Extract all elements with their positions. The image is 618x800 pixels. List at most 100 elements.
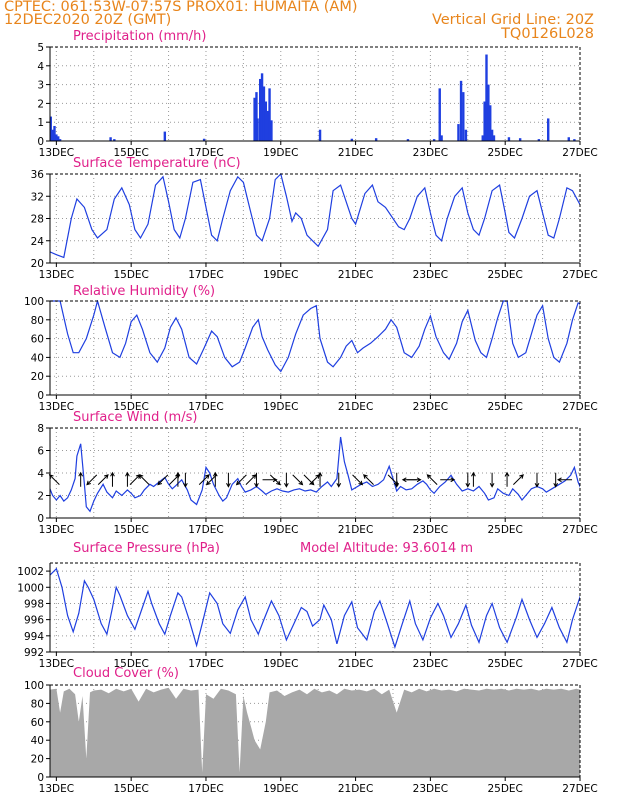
- wind-arrow: [363, 474, 374, 486]
- cloud-x-tick-label: 13DEC: [39, 783, 74, 795]
- temp-y-tick-label: 32: [31, 191, 44, 203]
- pressure-y-tick-label: 996: [24, 615, 44, 627]
- temp-x-tick-label: 19DEC: [263, 269, 298, 281]
- temp-x-tick-label: 21DEC: [338, 269, 373, 281]
- precip-y-tick-label: 5: [37, 42, 44, 54]
- cloud-x-tick-label: 17DEC: [188, 783, 223, 795]
- pressure-panel: Surface Pressure (hPa) Model Altitude: 93…: [17, 541, 597, 670]
- pressure-annotation: Model Altitude: 93.6014 m: [300, 541, 473, 556]
- wind-x-tick-label: 13DEC: [39, 524, 74, 536]
- wind-arrow: [226, 472, 231, 488]
- rh-x-tick-label: 25DEC: [487, 401, 522, 413]
- temp-y-tick-label: 24: [31, 236, 45, 248]
- pressure-y-tick-label: 1002: [17, 566, 44, 578]
- rh-y-tick-label: 60: [31, 334, 44, 346]
- pressure-x-tick-label: 27DEC: [562, 658, 597, 670]
- temp-x-tick-label: 15DEC: [113, 269, 148, 281]
- wind-arrow: [317, 471, 323, 487]
- precip-bar: [57, 136, 60, 141]
- precip-bar: [489, 105, 492, 141]
- pressure-x-tick-label: 17DEC: [188, 658, 223, 670]
- wind-arrow: [245, 474, 257, 486]
- wind-arrow: [235, 474, 247, 486]
- temp-line: [50, 173, 580, 259]
- cloud-y-tick-label: 100: [24, 680, 44, 692]
- precip-bar: [464, 129, 468, 141]
- wind-y-tick-label: 8: [37, 423, 44, 435]
- date-label: 12DEC2020 20Z (GMT): [4, 12, 172, 28]
- wind-arrow: [48, 474, 60, 486]
- precip-title: Precipitation (mm/h): [73, 29, 206, 44]
- precip-bar: [459, 80, 463, 141]
- rh-x-tick-label: 13DEC: [39, 401, 74, 413]
- precip-bar: [163, 131, 167, 141]
- cloud-panel: Cloud Cover (%) 0 20 40 60 80 100 13DEC 15DEC 17D…: [24, 666, 598, 795]
- wind-arrow: [352, 474, 364, 486]
- wind-arrows: [48, 471, 573, 488]
- precip-bar: [255, 92, 258, 141]
- precip-x-tick-label: 21DEC: [338, 147, 373, 159]
- temp-x-tick-label: 23DEC: [413, 269, 448, 281]
- rh-y-tick-label: 40: [31, 352, 44, 364]
- model-code-label: TQ0126L028: [501, 26, 594, 42]
- wind-y-tick-label: 6: [37, 446, 44, 458]
- pressure-y-tick-label: 1000: [17, 582, 44, 594]
- wind-arrow: [489, 472, 495, 488]
- wind-x-tick-label: 25DEC: [487, 524, 522, 536]
- cloud-y-tick-label: 60: [31, 717, 44, 729]
- precip-bar: [264, 101, 268, 141]
- precip-bar: [58, 139, 62, 141]
- rh-title: Relative Humidity (%): [73, 284, 215, 299]
- wind-arrow: [465, 472, 471, 488]
- precip-bar: [487, 84, 490, 141]
- precip-bar: [567, 137, 570, 141]
- precip-bar: [507, 137, 511, 141]
- pressure-x-tick-label: 25DEC: [487, 658, 522, 670]
- cloud-title: Cloud Cover (%): [73, 666, 179, 681]
- precip-bar: [374, 138, 378, 141]
- wind-arrow: [97, 474, 109, 486]
- wind-line: [50, 436, 580, 513]
- precip-bar: [485, 54, 488, 141]
- temp-y-tick-label: 36: [31, 169, 45, 181]
- wind-y-tick-label: 4: [37, 468, 44, 480]
- precip-x-tick-label: 25DEC: [487, 147, 522, 159]
- temp-x-tick-label: 25DEC: [487, 269, 522, 281]
- temp-title: Surface Temperature (nC): [73, 156, 241, 171]
- temp-panel: Surface Temperature (nC) 20 24 28 32 36 13DEC 1…: [31, 156, 598, 281]
- wind-arrow: [110, 471, 115, 487]
- wind-arrow: [284, 472, 289, 488]
- cloud-y-tick-label: 20: [31, 754, 44, 766]
- cloud-x-tick-label: 27DEC: [562, 783, 597, 795]
- wind-arrow: [556, 477, 573, 483]
- wind-x-tick-label: 23DEC: [413, 524, 448, 536]
- wind-arrow: [183, 472, 188, 488]
- precip-x-tick-label: 15DEC: [113, 147, 148, 159]
- grid-line-label: Vertical Grid Line: 20Z: [431, 12, 594, 28]
- pressure-y-tick-label: 998: [24, 598, 44, 610]
- rh-x-tick-label: 17DEC: [188, 401, 223, 413]
- pressure-x-tick-label: 23DEC: [413, 658, 448, 670]
- rh-x-tick-label: 23DEC: [413, 401, 448, 413]
- cloud-x-tick-label: 21DEC: [338, 783, 373, 795]
- cloud-x-tick-label: 15DEC: [113, 783, 148, 795]
- precip-bar: [256, 118, 259, 141]
- wind-arrow: [394, 472, 400, 488]
- precip-y-tick-label: 3: [37, 80, 44, 92]
- wind-arrow: [303, 474, 315, 486]
- precip-bar: [350, 138, 354, 141]
- precip-bar: [202, 138, 206, 141]
- wind-arrow: [292, 474, 304, 486]
- wind-arrow: [254, 472, 259, 488]
- temp-x-tick-label: 17DEC: [188, 269, 223, 281]
- precip-bar: [49, 116, 52, 141]
- precip-bar: [55, 134, 58, 141]
- wind-arrow: [198, 474, 210, 486]
- precip-bar: [490, 129, 494, 141]
- wind-x-tick-label: 17DEC: [188, 524, 223, 536]
- wind-arrow: [269, 474, 281, 486]
- temp-x-tick-label: 27DEC: [562, 269, 597, 281]
- wind-arrow: [440, 477, 456, 483]
- precip-x-tick-label: 13DEC: [39, 147, 74, 159]
